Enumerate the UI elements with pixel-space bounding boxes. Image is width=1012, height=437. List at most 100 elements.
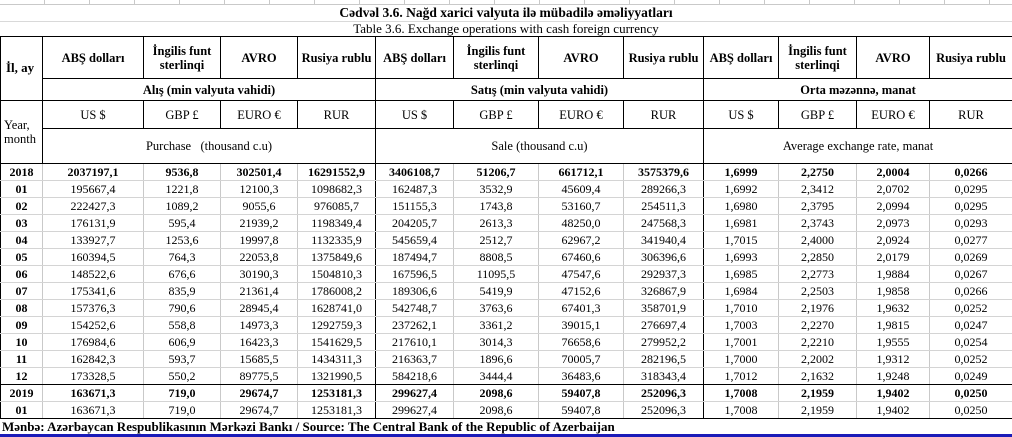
header-usd-az: ABŞ dolları xyxy=(375,36,454,79)
table-header: İl, ay ABŞ dolları İngilis funt sterlinq… xyxy=(0,36,1012,164)
value-cell: 9536,8 xyxy=(143,163,221,181)
value-cell: 302501,4 xyxy=(220,163,298,181)
value-cell: 2,0924 xyxy=(856,231,930,249)
value-cell: 584218,6 xyxy=(375,367,454,385)
value-cell: 341940,4 xyxy=(623,231,704,249)
table-row: 04 133927,7 1253,6 19997,8 1132335,9 545659,4… xyxy=(0,231,1012,249)
value-cell: 67460,6 xyxy=(538,248,624,266)
value-cell: 2037197,1 xyxy=(42,163,144,181)
value-cell: 0,0250 xyxy=(929,401,1012,419)
value-cell: 1253181,3 xyxy=(297,401,376,419)
header-code-gbp: GBP £ xyxy=(143,100,221,129)
exchange-table: İl, ay ABŞ dolları İngilis funt sterlinq… xyxy=(0,36,1012,419)
value-cell: 1,7008 xyxy=(703,384,779,402)
header-rur-az: Rusiya rublu xyxy=(929,36,1012,79)
header-year-month-en: Year, month xyxy=(0,100,43,164)
period-cell: 09 xyxy=(0,316,43,334)
value-cell: 2,0973 xyxy=(856,214,930,232)
header-eur-az: AVRO xyxy=(538,36,624,79)
value-cell: 195667,4 xyxy=(42,180,144,198)
value-cell: 0,0269 xyxy=(929,248,1012,266)
value-cell: 1,7001 xyxy=(703,333,779,351)
value-cell: 1,9555 xyxy=(856,333,930,351)
value-cell: 12100,3 xyxy=(220,180,298,198)
group-caption-rate-en: Average exchange rate, manat xyxy=(703,128,1012,164)
period-cell: 07 xyxy=(0,282,43,300)
header-code-rur: RUR xyxy=(929,100,1012,129)
value-cell: 1,9402 xyxy=(856,384,930,402)
value-cell: 2,0004 xyxy=(856,163,930,181)
group-caption-sale-en: Sale (thousand c.u) xyxy=(375,128,704,164)
value-cell: 1,6984 xyxy=(703,282,779,300)
value-cell: 163671,3 xyxy=(42,401,144,419)
value-cell: 0,0254 xyxy=(929,333,1012,351)
value-cell: 176131,9 xyxy=(42,214,144,232)
value-cell: 1,9815 xyxy=(856,316,930,334)
bottom-blue-rule xyxy=(0,434,1012,437)
value-cell: 0,0266 xyxy=(929,282,1012,300)
value-cell: 176984,6 xyxy=(42,333,144,351)
value-cell: 1,9884 xyxy=(856,265,930,283)
table-row: 08 157376,3 790,6 28945,4 1628741,0 542748,7 3… xyxy=(0,299,1012,317)
value-cell: 1628741,0 xyxy=(297,299,376,317)
header-code-usd: US $ xyxy=(42,100,144,129)
value-cell: 0,0252 xyxy=(929,350,1012,368)
value-cell: 299627,4 xyxy=(375,401,454,419)
value-cell: 2,4000 xyxy=(778,231,857,249)
table-title-en: Table 3.6. Exchange operations with cash… xyxy=(353,21,659,36)
table-row: 10 176984,6 606,9 16423,3 1541629,5 217610,1 3… xyxy=(0,333,1012,351)
period-cell: 2019 xyxy=(0,384,43,402)
value-cell: 3532,9 xyxy=(453,180,539,198)
header-usd-az: ABŞ dolları xyxy=(703,36,779,79)
source-note: Mənbə: Azərbaycan Respublikasının Mərkəz… xyxy=(2,419,615,434)
header-code-gbp: GBP £ xyxy=(453,100,539,129)
value-cell: 216363,7 xyxy=(375,350,454,368)
value-cell: 1089,2 xyxy=(143,197,221,215)
value-cell: 19997,8 xyxy=(220,231,298,249)
group-caption-purchase-az: Alış (min valyuta vahidi) xyxy=(42,78,376,101)
value-cell: 1,9402 xyxy=(856,401,930,419)
value-cell: 62967,2 xyxy=(538,231,624,249)
value-cell: 1098682,3 xyxy=(297,180,376,198)
header-code-eur: EURO € xyxy=(220,100,298,129)
value-cell: 2,3412 xyxy=(778,180,857,198)
value-cell: 1743,8 xyxy=(453,197,539,215)
period-cell: 03 xyxy=(0,214,43,232)
value-cell: 8808,5 xyxy=(453,248,539,266)
header-rur-az: Rusiya rublu xyxy=(297,36,376,79)
value-cell: 160394,5 xyxy=(42,248,144,266)
value-cell: 167596,5 xyxy=(375,265,454,283)
value-cell: 247568,3 xyxy=(623,214,704,232)
value-cell: 5419,9 xyxy=(453,282,539,300)
table-row: 05 160394,5 764,3 22053,8 1375849,6 187494,7 8… xyxy=(0,248,1012,266)
value-cell: 1,6981 xyxy=(703,214,779,232)
header-code-rur: RUR xyxy=(297,100,376,129)
value-cell: 0,0250 xyxy=(929,384,1012,402)
value-cell: 0,0266 xyxy=(929,163,1012,181)
value-cell: 1,7008 xyxy=(703,401,779,419)
value-cell: 14973,3 xyxy=(220,316,298,334)
value-cell: 2,1959 xyxy=(778,384,857,402)
value-cell: 1,7003 xyxy=(703,316,779,334)
table-row: 2018 2037197,1 9536,8 302501,4 16291552,9 340… xyxy=(0,163,1012,181)
value-cell: 279952,2 xyxy=(623,333,704,351)
period-cell: 08 xyxy=(0,299,43,317)
header-code-eur: EURO € xyxy=(538,100,624,129)
value-cell: 2,2210 xyxy=(778,333,857,351)
value-cell: 1253,6 xyxy=(143,231,221,249)
header-gbp-az: İngilis funt sterlinqi xyxy=(143,36,221,79)
value-cell: 2,0994 xyxy=(856,197,930,215)
period-cell: 2018 xyxy=(0,163,43,181)
value-cell: 162487,3 xyxy=(375,180,454,198)
value-cell: 1292759,3 xyxy=(297,316,376,334)
value-cell: 222427,3 xyxy=(42,197,144,215)
value-cell: 2,1976 xyxy=(778,299,857,317)
value-cell: 254511,3 xyxy=(623,197,704,215)
table-row: 2019 163671,3 719,0 29674,7 1253181,3 299627,… xyxy=(0,384,1012,402)
value-cell: 292937,3 xyxy=(623,265,704,283)
value-cell: 2,0702 xyxy=(856,180,930,198)
period-cell: 12 xyxy=(0,367,43,385)
header-gbp-az: İngilis funt sterlinqi xyxy=(778,36,857,79)
value-cell: 2,1632 xyxy=(778,367,857,385)
